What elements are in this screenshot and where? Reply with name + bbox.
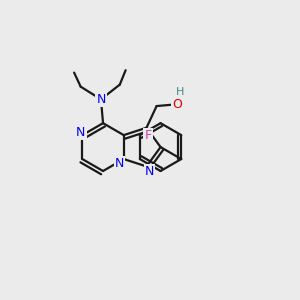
Text: N: N	[145, 165, 154, 178]
Text: N: N	[96, 93, 106, 106]
Text: H: H	[176, 87, 184, 97]
Text: N: N	[115, 157, 124, 169]
Text: O: O	[172, 98, 182, 111]
Text: N: N	[76, 126, 86, 139]
Text: F: F	[144, 129, 152, 142]
